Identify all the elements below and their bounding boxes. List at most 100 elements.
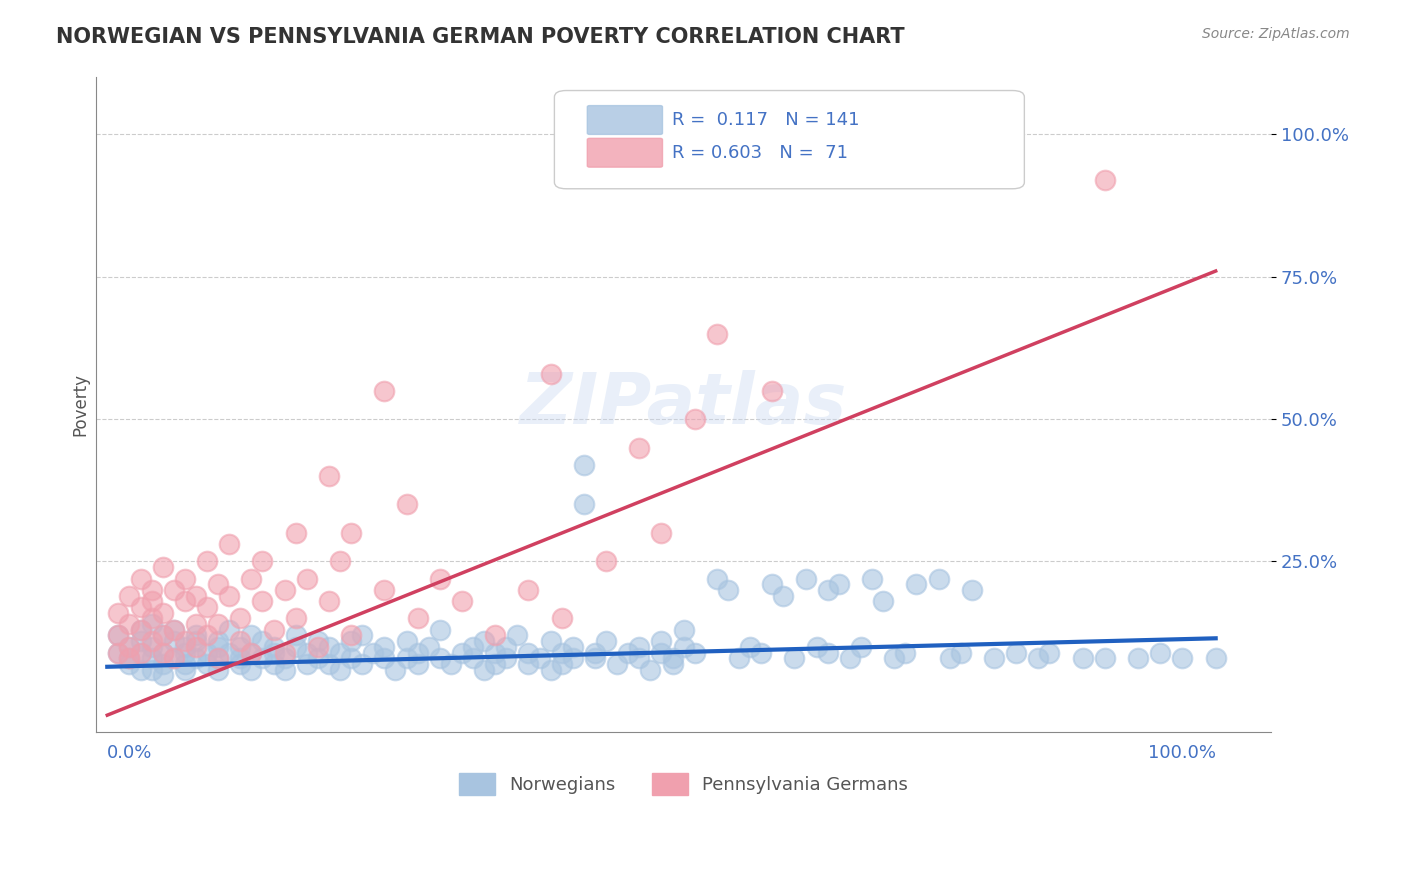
Point <box>817 582 839 597</box>
Point <box>561 640 583 654</box>
Point <box>240 572 263 586</box>
Point <box>129 634 152 648</box>
Point <box>229 657 252 671</box>
Point <box>152 628 174 642</box>
Point <box>661 657 683 671</box>
Point <box>152 628 174 642</box>
Point <box>195 657 218 671</box>
Point <box>551 657 574 671</box>
Point <box>240 628 263 642</box>
Point <box>728 651 751 665</box>
Point <box>252 554 274 568</box>
Point <box>307 634 329 648</box>
Text: NORWEGIAN VS PENNSYLVANIA GERMAN POVERTY CORRELATION CHART: NORWEGIAN VS PENNSYLVANIA GERMAN POVERTY… <box>56 27 905 46</box>
Point <box>284 525 307 540</box>
Point <box>263 623 285 637</box>
Point <box>295 572 318 586</box>
Point <box>540 367 562 381</box>
Point <box>583 651 606 665</box>
Point <box>141 582 163 597</box>
Point <box>207 640 229 654</box>
Point <box>1038 646 1060 660</box>
Point <box>129 623 152 637</box>
Point <box>517 646 540 660</box>
Point <box>163 651 186 665</box>
Point <box>395 651 418 665</box>
Point <box>429 623 451 637</box>
Point <box>540 634 562 648</box>
Point <box>761 577 783 591</box>
Point <box>184 628 207 642</box>
Point <box>506 628 529 642</box>
Point <box>141 611 163 625</box>
Point <box>1149 646 1171 660</box>
Point <box>617 646 640 660</box>
Point <box>118 640 141 654</box>
Point <box>152 657 174 671</box>
Point <box>373 640 395 654</box>
Point <box>740 640 762 654</box>
Point <box>418 640 440 654</box>
Point <box>307 640 329 654</box>
Point <box>905 577 928 591</box>
Point <box>163 651 186 665</box>
Point <box>395 498 418 512</box>
Point <box>495 651 517 665</box>
Point <box>983 651 1005 665</box>
Point <box>195 599 218 614</box>
Point <box>218 537 240 551</box>
Point <box>107 628 129 642</box>
Point <box>650 525 672 540</box>
Point <box>173 594 195 608</box>
Point <box>461 640 484 654</box>
Point <box>229 651 252 665</box>
Point <box>318 469 340 483</box>
Point <box>529 651 551 665</box>
Point <box>340 634 363 648</box>
Point <box>706 572 728 586</box>
Point <box>295 646 318 660</box>
Point <box>218 646 240 660</box>
FancyBboxPatch shape <box>588 105 662 135</box>
Point <box>373 384 395 398</box>
Point <box>772 589 794 603</box>
Text: R = 0.603   N =  71: R = 0.603 N = 71 <box>672 144 848 161</box>
Point <box>1094 173 1116 187</box>
Point <box>340 525 363 540</box>
Point <box>872 594 894 608</box>
Point <box>606 657 628 671</box>
Point <box>761 384 783 398</box>
Point <box>273 646 295 660</box>
Point <box>838 651 860 665</box>
Point <box>583 646 606 660</box>
Point <box>517 582 540 597</box>
Point <box>218 623 240 637</box>
Point <box>484 646 506 660</box>
Point <box>229 640 252 654</box>
Point <box>141 640 163 654</box>
Point <box>672 623 695 637</box>
Point <box>195 628 218 642</box>
Point <box>384 663 406 677</box>
Point <box>240 646 263 660</box>
Point <box>118 617 141 632</box>
Point <box>252 634 274 648</box>
Point <box>318 640 340 654</box>
Point <box>184 589 207 603</box>
Point <box>240 646 263 660</box>
Point <box>484 657 506 671</box>
Point <box>628 441 651 455</box>
Point <box>173 663 195 677</box>
Point <box>173 634 195 648</box>
Point <box>107 646 129 660</box>
Point <box>361 646 384 660</box>
Point <box>540 663 562 677</box>
Point <box>883 651 905 665</box>
Point <box>152 606 174 620</box>
Point <box>318 657 340 671</box>
Point <box>129 599 152 614</box>
Point <box>406 657 429 671</box>
Point <box>484 628 506 642</box>
Point <box>949 646 972 660</box>
Point <box>273 582 295 597</box>
